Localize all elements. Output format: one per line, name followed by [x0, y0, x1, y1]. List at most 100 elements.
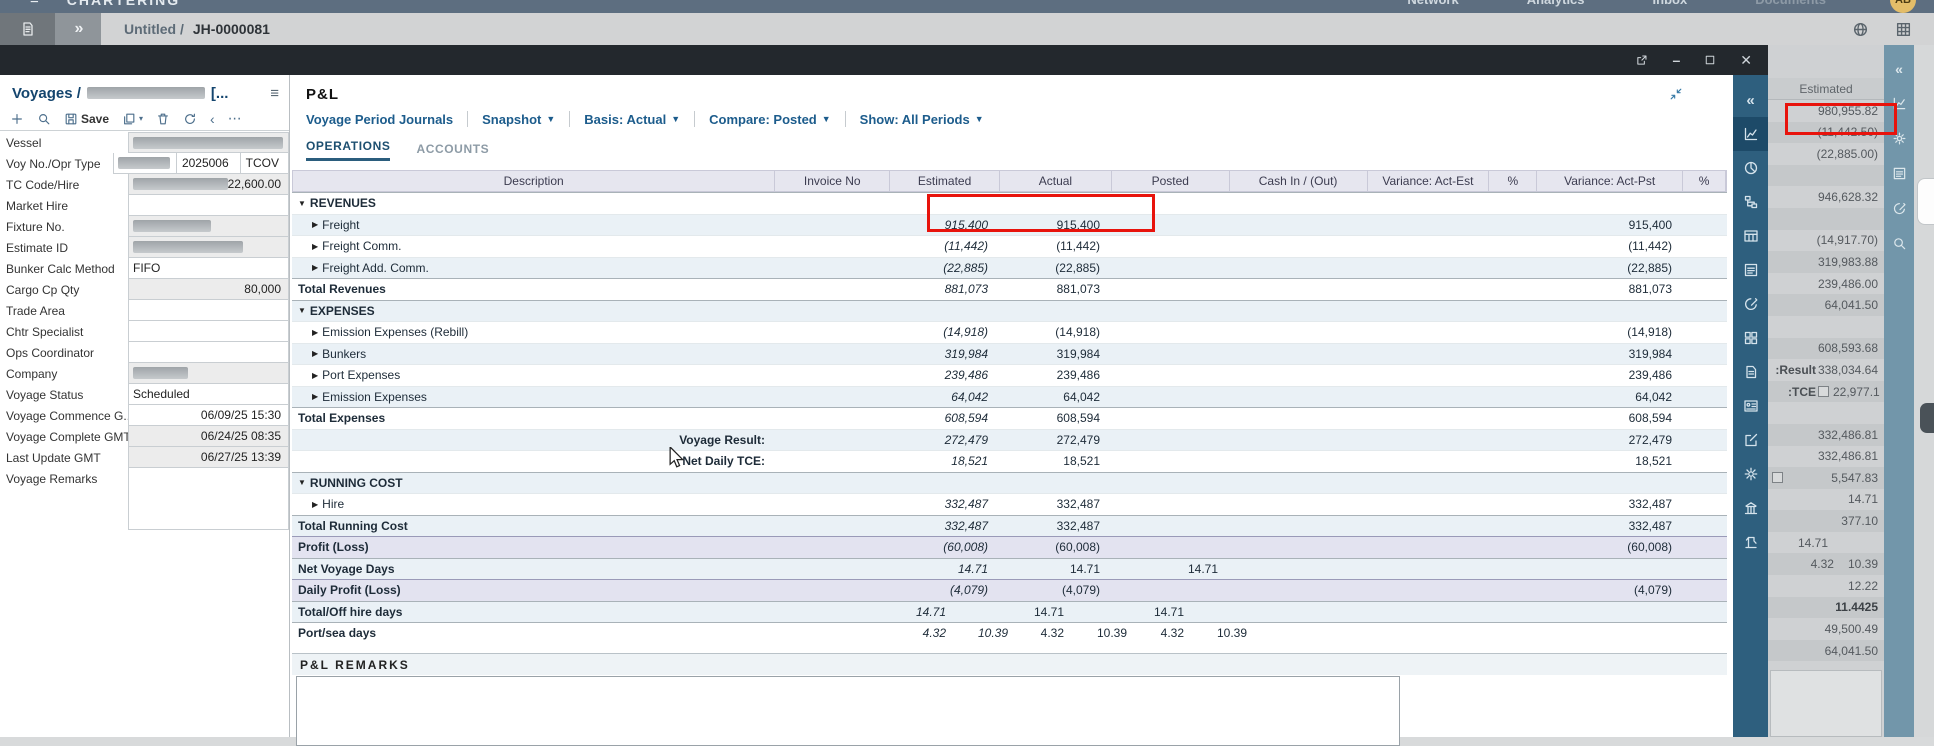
- field-value-market-hire[interactable]: [128, 195, 289, 216]
- chart-icon[interactable]: [1733, 117, 1768, 151]
- gear-icon[interactable]: [1733, 457, 1768, 491]
- caret-down-icon: ▼: [546, 114, 556, 124]
- person-card-icon[interactable]: [1733, 389, 1768, 423]
- field-value-voyage-status[interactable]: Scheduled: [128, 384, 289, 405]
- compose-icon[interactable]: [1733, 423, 1768, 457]
- pnl-menu-snapshot[interactable]: Snapshot ▼: [482, 111, 556, 127]
- grid-icon[interactable]: [1733, 321, 1768, 355]
- bank-icon[interactable]: [1733, 491, 1768, 525]
- table-row-port-expenses[interactable]: ▶ Port Expenses 239,486 239,486 239,486: [292, 364, 1727, 386]
- edit-circle-icon[interactable]: [1733, 287, 1768, 321]
- field-value-ops-coordinator[interactable]: [128, 342, 289, 363]
- table-row-freight-comm-[interactable]: ▶ Freight Comm. (11,442) (11,442) (11,442): [292, 235, 1727, 257]
- close-button[interactable]: ✕: [1740, 51, 1752, 68]
- open-in-new-button[interactable]: [1635, 54, 1648, 67]
- field-value-company[interactable]: [128, 363, 289, 384]
- document-tab-icon[interactable]: [0, 13, 55, 45]
- chevrons-left-icon[interactable]: «: [1746, 91, 1755, 109]
- chevrons-left-icon[interactable]: «: [1895, 60, 1903, 77]
- gear-icon[interactable]: [1892, 121, 1907, 156]
- field-value-cargo-cp-qty[interactable]: 80,000: [128, 279, 289, 300]
- expand-triangle-icon[interactable]: ▶: [312, 327, 319, 337]
- field-value-voyage-complete-gmt[interactable]: 06/24/25 08:35: [128, 426, 289, 447]
- copy-icon[interactable]: ▾: [122, 112, 143, 126]
- table-row-freight[interactable]: ▶ Freight 915,400 915,400 915,400: [292, 213, 1727, 235]
- delete-icon[interactable]: [156, 112, 170, 126]
- expand-triangle-icon[interactable]: ▶: [312, 349, 319, 359]
- active-tab[interactable]: Untitled / JH-0000081: [101, 13, 270, 45]
- checklist-icon[interactable]: [1733, 253, 1768, 287]
- field-value-last-update-gmt[interactable]: 06/27/25 13:39: [128, 447, 289, 468]
- table-row-emission-expenses[interactable]: ▶ Emission Expenses 64,042 64,042 64,042: [292, 385, 1727, 407]
- maximize-button[interactable]: [1704, 54, 1716, 66]
- field-value-trade-area[interactable]: [128, 300, 289, 321]
- expand-triangle-icon[interactable]: ▶: [312, 499, 319, 509]
- pnl-remarks-input[interactable]: [296, 676, 1400, 746]
- tab-operations[interactable]: OPERATIONS: [306, 139, 391, 161]
- field-value-tc-code-hire[interactable]: 22,600.00: [127, 174, 289, 195]
- expand-triangle-icon[interactable]: ▶: [312, 241, 319, 251]
- top-nav-network[interactable]: Network: [1407, 0, 1458, 7]
- table-row-freight-add-comm-[interactable]: ▶ Freight Add. Comm. (22,885) (22,885) (22,8…: [292, 256, 1727, 278]
- table-row-running-cost[interactable]: ▼ RUNNING COST: [292, 471, 1727, 493]
- minimize-button[interactable]: –: [1672, 52, 1681, 68]
- expand-triangle-icon[interactable]: ▶: [312, 263, 319, 273]
- globe-icon[interactable]: [1852, 21, 1869, 38]
- cell: 608,594: [1056, 411, 1100, 426]
- panel-menu-icon[interactable]: ≡: [270, 84, 279, 102]
- table-row-expenses[interactable]: ▼ EXPENSES: [292, 299, 1727, 321]
- hierarchy-icon[interactable]: [1733, 185, 1768, 219]
- document-icon[interactable]: [1733, 355, 1768, 389]
- add-icon[interactable]: [10, 112, 24, 126]
- expand-tabs-icon[interactable]: »: [55, 13, 101, 45]
- table-row-revenues[interactable]: ▼ REVENUES: [292, 192, 1727, 214]
- table-row-emission-expenses-rebill-[interactable]: ▶ Emission Expenses (Rebill) (14,918) (14,9…: [292, 321, 1727, 343]
- pnl-menu-compare-posted[interactable]: Compare: Posted ▼: [709, 111, 831, 127]
- field-value-voyage-remarks[interactable]: [128, 468, 289, 530]
- expand-triangle-icon[interactable]: ▶: [312, 370, 319, 380]
- field-value-chtr-specialist[interactable]: [128, 321, 289, 342]
- checkbox[interactable]: [1818, 386, 1829, 398]
- table-row-bunkers[interactable]: ▶ Bunkers 319,984 319,984 319,984: [292, 342, 1727, 364]
- field-value-voyage-commence-g-[interactable]: 06/09/25 15:30: [128, 405, 289, 426]
- tab-accounts[interactable]: ACCOUNTS: [416, 142, 490, 156]
- checkbox[interactable]: [1772, 472, 1783, 484]
- more-icon[interactable]: ⋯: [227, 110, 242, 126]
- checklist-icon[interactable]: [1892, 156, 1907, 191]
- refresh-icon[interactable]: [183, 112, 197, 126]
- edit-circle-icon[interactable]: [1892, 191, 1907, 226]
- field-value-estimate-id[interactable]: [128, 237, 289, 258]
- expand-triangle-icon[interactable]: ▶: [312, 392, 319, 402]
- side-handle-dark[interactable]: [1920, 403, 1934, 433]
- caret-down-icon: ▼: [671, 114, 681, 124]
- table-row-hire[interactable]: ▶ Hire 332,487 332,487 332,487: [292, 493, 1727, 515]
- collapse-panel-icon[interactable]: [1669, 87, 1683, 101]
- expand-triangle-icon[interactable]: ▶: [312, 220, 319, 230]
- pnl-menu-voyage-period-journals[interactable]: Voyage Period Journals: [306, 111, 454, 127]
- top-nav-documents[interactable]: Documents: [1755, 0, 1826, 7]
- field-value-fixture-no-[interactable]: [128, 216, 289, 237]
- collapse-triangle-icon[interactable]: ▼: [298, 198, 306, 208]
- search-icon[interactable]: [1892, 226, 1907, 261]
- apps-grid-icon[interactable]: [1895, 21, 1912, 38]
- save-icon[interactable]: Save: [64, 112, 109, 126]
- top-nav-inbox[interactable]: Inbox: [1653, 0, 1688, 7]
- collapse-triangle-icon[interactable]: ▼: [298, 478, 306, 488]
- pnl-menu-show-all-periods[interactable]: Show: All Periods ▼: [859, 111, 984, 127]
- days-cell: 14.71: [1153, 604, 1184, 619]
- top-nav-analytics[interactable]: Analytics: [1527, 0, 1585, 7]
- field-value-bunker-calc-method[interactable]: FIFO: [128, 258, 289, 279]
- table-icon[interactable]: [1733, 219, 1768, 253]
- search-icon[interactable]: [37, 112, 51, 126]
- avatar[interactable]: AB: [1890, 0, 1916, 13]
- hamburger-menu-icon[interactable]: ≡: [30, 0, 39, 8]
- crane-icon[interactable]: [1733, 525, 1768, 559]
- back-icon[interactable]: ‹: [210, 110, 215, 127]
- pie-icon[interactable]: [1733, 151, 1768, 185]
- collapse-triangle-icon[interactable]: ▼: [298, 306, 306, 316]
- pnl-menu-basis-actual[interactable]: Basis: Actual ▼: [584, 111, 681, 127]
- field-value-vessel[interactable]: [128, 132, 289, 153]
- field-value-voy-no-opr-type[interactable]: 2025006 TCOV: [112, 153, 289, 174]
- side-handle-light[interactable]: [1917, 178, 1934, 225]
- field-row: TC Code/Hire 22,600.00: [0, 174, 289, 195]
